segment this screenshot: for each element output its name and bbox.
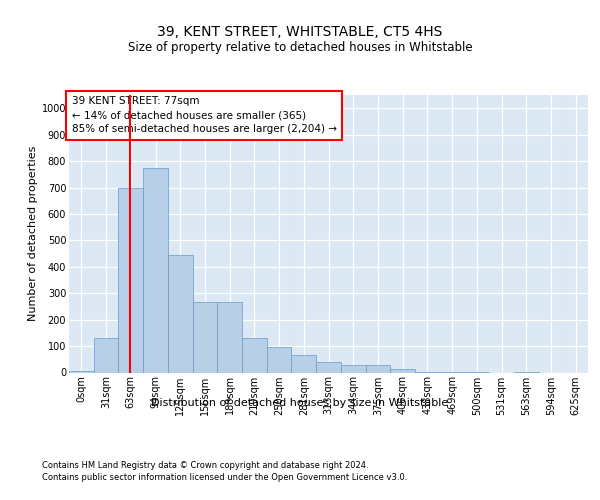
Text: Contains public sector information licensed under the Open Government Licence v3: Contains public sector information licen… bbox=[42, 473, 407, 482]
Bar bbox=[390, 368, 415, 372]
Bar bbox=[341, 364, 365, 372]
Bar bbox=[143, 168, 168, 372]
Bar bbox=[217, 302, 242, 372]
Bar bbox=[193, 302, 217, 372]
Y-axis label: Number of detached properties: Number of detached properties bbox=[28, 146, 38, 322]
Text: Contains HM Land Registry data © Crown copyright and database right 2024.: Contains HM Land Registry data © Crown c… bbox=[42, 460, 368, 469]
Bar bbox=[267, 348, 292, 372]
Text: 39, KENT STREET, WHITSTABLE, CT5 4HS: 39, KENT STREET, WHITSTABLE, CT5 4HS bbox=[157, 26, 443, 40]
Text: 39 KENT STREET: 77sqm
← 14% of detached houses are smaller (365)
85% of semi-det: 39 KENT STREET: 77sqm ← 14% of detached … bbox=[71, 96, 337, 134]
Text: Distribution of detached houses by size in Whitstable: Distribution of detached houses by size … bbox=[151, 398, 449, 407]
Bar bbox=[292, 356, 316, 372]
Bar bbox=[69, 371, 94, 372]
Bar bbox=[242, 338, 267, 372]
Bar bbox=[168, 255, 193, 372]
Bar bbox=[118, 188, 143, 372]
Text: Size of property relative to detached houses in Whitstable: Size of property relative to detached ho… bbox=[128, 41, 472, 54]
Bar bbox=[94, 338, 118, 372]
Bar bbox=[316, 362, 341, 372]
Bar bbox=[365, 364, 390, 372]
